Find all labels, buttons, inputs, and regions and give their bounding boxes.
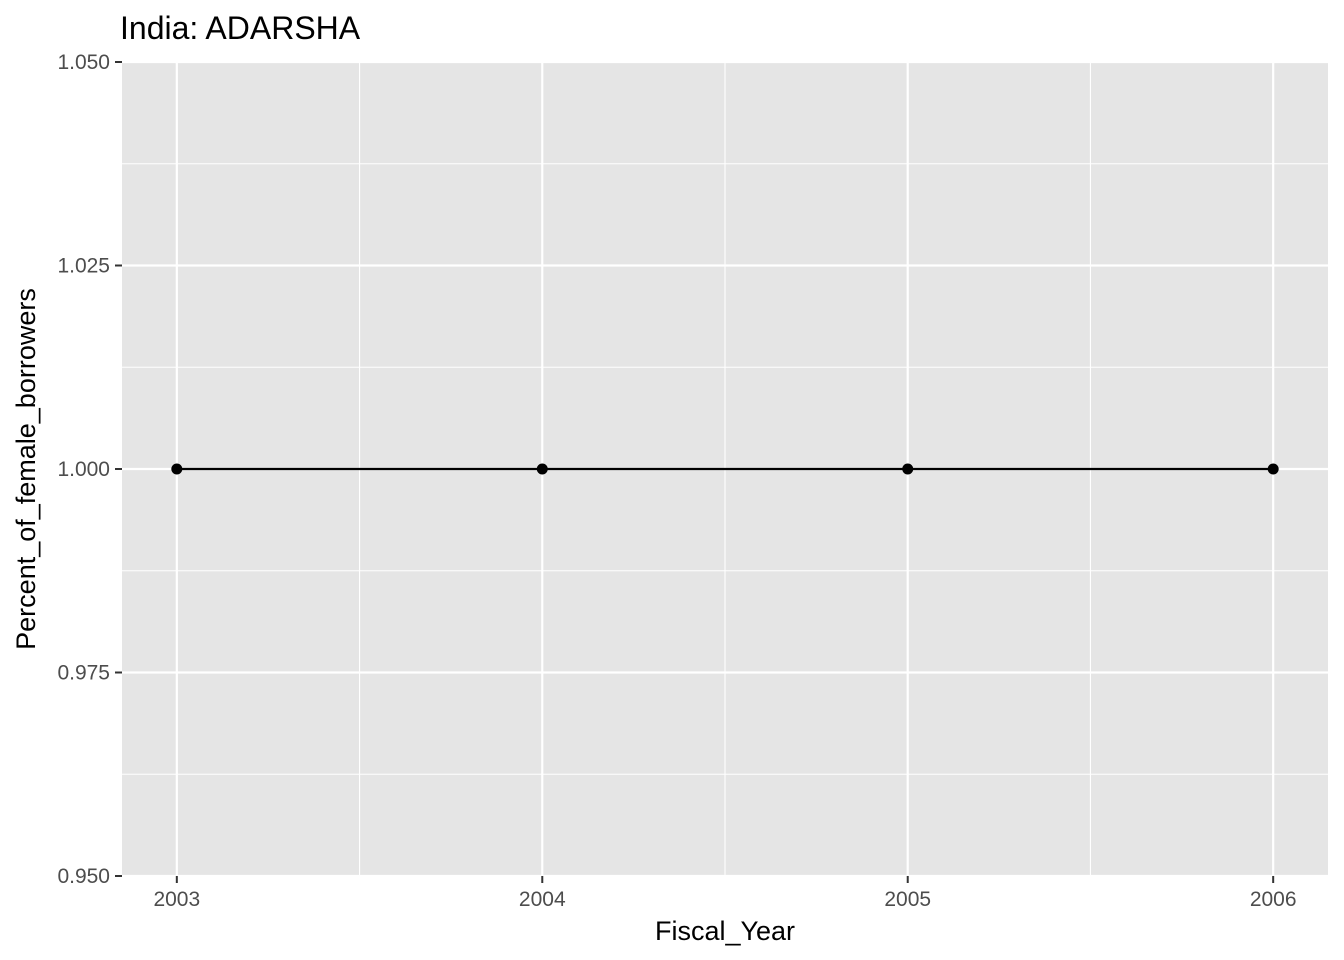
x-tick-label: 2005	[884, 888, 931, 911]
x-axis: 2003 2004 2005 2006	[153, 876, 1297, 911]
x-axis-title: Fiscal_Year	[655, 916, 795, 946]
data-point	[902, 463, 914, 475]
y-axis-title: Percent_of_female_borrowers	[11, 288, 41, 650]
data-point	[171, 463, 183, 475]
y-tick-label: 0.950	[57, 865, 110, 888]
data-point	[536, 463, 548, 475]
y-axis: 0.950 0.975 1.000 1.025 1.050	[57, 51, 122, 888]
data-point	[1267, 463, 1279, 475]
y-tick-label: 1.000	[57, 458, 110, 481]
y-tick-label: 0.975	[57, 662, 110, 685]
y-tick-label: 1.050	[57, 51, 110, 74]
data-series	[171, 463, 1279, 475]
y-tick-label: 1.025	[57, 255, 110, 278]
x-tick-label: 2004	[519, 888, 566, 911]
x-tick-label: 2003	[153, 888, 200, 911]
x-tick-label: 2006	[1250, 888, 1297, 911]
chart-title: India: ADARSHA	[120, 10, 361, 46]
